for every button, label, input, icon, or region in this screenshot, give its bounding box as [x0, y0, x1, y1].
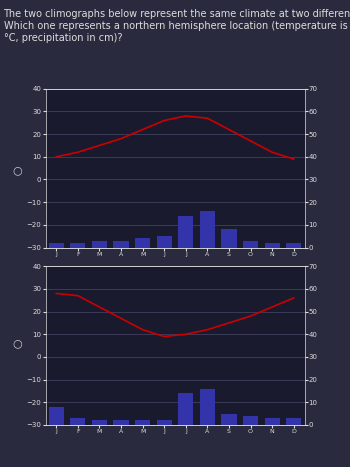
Bar [113, 420, 128, 425]
Bar [135, 420, 150, 425]
Bar [178, 216, 193, 248]
Bar [286, 243, 301, 248]
Bar [113, 241, 128, 248]
Bar [70, 418, 85, 425]
Bar [92, 420, 107, 425]
Bar [200, 389, 215, 425]
Bar [157, 236, 172, 248]
Bar [265, 418, 280, 425]
Bar [222, 229, 237, 248]
Text: ○: ○ [13, 338, 22, 348]
Bar [92, 241, 107, 248]
Bar [157, 420, 172, 425]
Bar [243, 416, 258, 425]
Bar [49, 407, 64, 425]
Bar [200, 211, 215, 248]
Bar [265, 243, 280, 248]
Bar [70, 243, 85, 248]
Text: The two climographs below represent the same climate at two different locations.: The two climographs below represent the … [4, 9, 350, 42]
Bar [135, 239, 150, 248]
Bar [243, 241, 258, 248]
Bar [286, 418, 301, 425]
Text: ○: ○ [13, 165, 22, 176]
Bar [222, 414, 237, 425]
Bar [178, 393, 193, 425]
Bar [49, 243, 64, 248]
